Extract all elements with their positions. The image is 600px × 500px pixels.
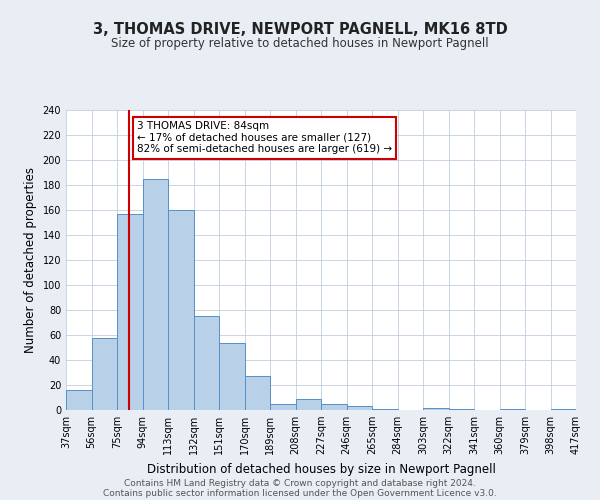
X-axis label: Distribution of detached houses by size in Newport Pagnell: Distribution of detached houses by size … [146, 462, 496, 475]
Text: Contains HM Land Registry data © Crown copyright and database right 2024.: Contains HM Land Registry data © Crown c… [124, 478, 476, 488]
Y-axis label: Number of detached properties: Number of detached properties [24, 167, 37, 353]
Bar [219, 342, 245, 410]
Bar [117, 214, 143, 410]
Bar [372, 409, 398, 410]
Bar [449, 409, 474, 410]
Bar [296, 399, 321, 410]
Text: Size of property relative to detached houses in Newport Pagnell: Size of property relative to detached ho… [111, 38, 489, 51]
Text: 3, THOMAS DRIVE, NEWPORT PAGNELL, MK16 8TD: 3, THOMAS DRIVE, NEWPORT PAGNELL, MK16 8… [92, 22, 508, 38]
Bar [193, 316, 219, 410]
Bar [270, 404, 296, 410]
Bar [499, 409, 525, 410]
Bar [551, 409, 576, 410]
Bar [347, 406, 372, 410]
Bar [321, 404, 347, 410]
Bar [168, 210, 193, 410]
Bar [423, 408, 449, 410]
Text: 3 THOMAS DRIVE: 84sqm
← 17% of detached houses are smaller (127)
82% of semi-det: 3 THOMAS DRIVE: 84sqm ← 17% of detached … [137, 121, 392, 154]
Bar [91, 338, 117, 410]
Text: Contains public sector information licensed under the Open Government Licence v3: Contains public sector information licen… [103, 488, 497, 498]
Bar [245, 376, 270, 410]
Bar [143, 179, 168, 410]
Bar [66, 390, 91, 410]
